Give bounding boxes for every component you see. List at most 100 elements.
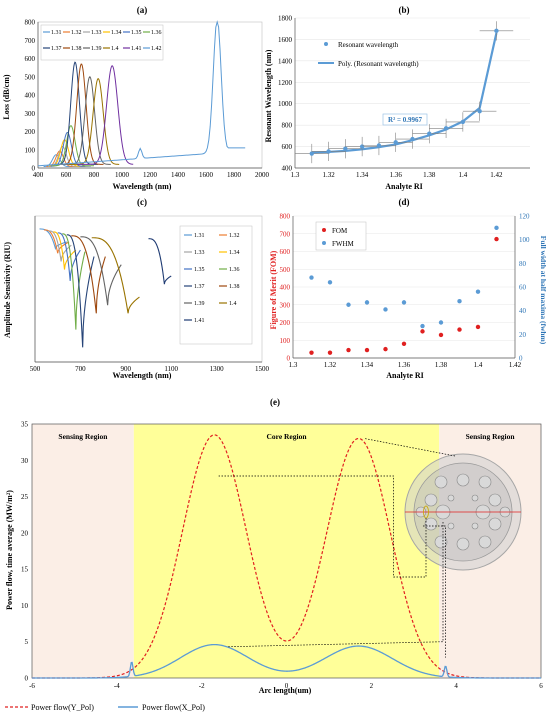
x-tick-label: 400: [33, 171, 44, 179]
panel-a-series: [37, 20, 246, 168]
y-tick-label: 300: [25, 110, 36, 118]
panel-e-ylabel: Power flow, time average (MW/m²): [5, 490, 14, 610]
panel-d-label: (d): [399, 197, 410, 207]
fom-point: [364, 347, 370, 353]
pointer-arrow-1: [218, 475, 427, 578]
x-tick-label: 1.38: [423, 171, 436, 179]
data-point: [443, 126, 449, 131]
fwhm-point: [364, 300, 370, 305]
legend-label-1-36: 1.36: [229, 267, 240, 273]
x-tick-label: 1500: [255, 365, 270, 373]
y-tick-label: 800: [280, 213, 291, 221]
legend-box: [179, 225, 253, 345]
panel-e-label: (e): [270, 397, 280, 407]
air-hole: [471, 494, 479, 502]
legend-label-1-4: 1.4: [111, 46, 119, 52]
x-tick-label: 500: [30, 365, 41, 373]
data-point: [326, 149, 331, 154]
y-tick-label: 1400: [278, 57, 293, 65]
y-right-tick-label: 40: [519, 307, 527, 315]
y-tick-label: 30: [21, 457, 29, 465]
legend-marker-fwhm: [322, 241, 326, 245]
fom-point: [327, 350, 333, 355]
data-point: [376, 143, 382, 148]
data-point: [427, 131, 432, 136]
y-tick-label: 400: [282, 165, 293, 173]
y-tick-label: 1000: [278, 100, 293, 108]
panel-a-axes: 400 600 800 1000 1200 1400 1600 1800 2000 0 100 200…: [25, 19, 270, 180]
legend-label-1-31: 1.31: [51, 30, 62, 36]
series-1-36-line: [51, 125, 94, 167]
panel-e-xlabel: Arc length(um): [259, 686, 312, 695]
y-tick-label: 0: [25, 675, 29, 683]
fom-point: [401, 341, 407, 346]
r2-annotation-box: [382, 113, 428, 126]
x-tick-label: 1200: [143, 171, 158, 179]
x-tick-label: 1.36: [398, 361, 411, 369]
panel-b-xlabel: Analyte RI: [385, 182, 423, 191]
y-tick-label: 15: [21, 566, 29, 574]
series-1-4-line: [68, 78, 120, 165]
x-tick-label: 600: [61, 171, 72, 179]
panel-c: (c) Wavelength (nm) Amplitude Sensitivit…: [3, 197, 270, 380]
panel-b-axes: 1.3 1.32 1.34 1.36 1.38 1.4 1.42 400 600 800 1000 1…: [278, 15, 530, 179]
fiber-cross-section-inset: [218, 438, 522, 658]
legend-label-1-31: 1.31: [194, 233, 205, 239]
legend-label-1-38: 1.38: [229, 284, 240, 290]
x-tick-label: 1.34: [356, 171, 369, 179]
series-1-41-line: [148, 238, 172, 285]
fom-point: [494, 236, 499, 242]
series-1-36-line: [62, 233, 86, 330]
panel-e-series: [32, 434, 541, 679]
x-tick-label: 800: [89, 171, 100, 179]
legend-box: [315, 221, 367, 251]
air-hole: [447, 494, 455, 502]
panel-d-axes: 1.3 1.32 1.34 1.36 1.38 1.4 1.4201002003004005…: [280, 213, 531, 370]
region-0-label: Sensing Region: [58, 432, 108, 441]
legend-label-1-4: 1.4: [229, 301, 237, 307]
series-1-37-line: [66, 234, 95, 348]
x-tick-label: 1400: [171, 171, 186, 179]
fwhm-point: [401, 300, 407, 305]
x-tick-label: -6: [29, 682, 35, 690]
panel-b-legend: Resonant wavelength Poly. (Resonant wave…: [318, 41, 419, 68]
series-1-41-line: [77, 65, 134, 165]
panel-c-legend: 1.31 1.321.33 1.341.35 1.361.37 1.381.39 1.41…: [179, 225, 253, 345]
x-tick-label: 1.4: [458, 171, 467, 179]
x-tick-label: 1000: [115, 171, 130, 179]
data-point: [393, 140, 398, 145]
x-tick-label: 1800: [227, 171, 242, 179]
x-tick-label: 1300: [210, 365, 225, 373]
series-1-33-line: [48, 230, 72, 262]
panel-c-label: (c): [137, 197, 147, 207]
data-point: [494, 28, 499, 34]
air-hole: [424, 493, 438, 507]
panel-d-legend: FOM FWHM: [315, 221, 367, 251]
poly-fit-line: [311, 32, 498, 154]
series-1-38-line: [71, 235, 106, 314]
x-tick-label: 1.42: [509, 361, 522, 369]
fwhm-point: [494, 225, 499, 231]
y-tick-label: 20: [21, 529, 29, 537]
x-tick-label: 1.34: [361, 361, 374, 369]
panel-b-ylabel: Resonant Wavelength (nm): [264, 49, 273, 142]
y-right-tick-label: 20: [519, 331, 527, 339]
data-point: [460, 119, 466, 125]
y-tick-label: 0: [32, 165, 36, 173]
x-tick-label: -4: [114, 682, 120, 690]
legend-label-1-38: 1.38: [71, 46, 82, 52]
region-1-label: Core Region: [266, 432, 307, 441]
data-point: [309, 151, 314, 156]
panel-a-xlabel: Wavelength (nm): [113, 182, 172, 191]
panel-d-xlabel: Analyte RI: [386, 371, 424, 380]
legend-label-1-37: 1.37: [194, 284, 205, 290]
fom-point: [420, 329, 425, 334]
fwhm-point: [438, 320, 444, 325]
y-tick-label: 200: [280, 319, 291, 327]
region-2-label: Sensing Region: [466, 432, 516, 441]
panel-d-series: [309, 225, 499, 355]
fom-point: [475, 324, 481, 330]
legend-label-1-39: 1.39: [194, 301, 205, 307]
air-hole: [478, 475, 492, 489]
